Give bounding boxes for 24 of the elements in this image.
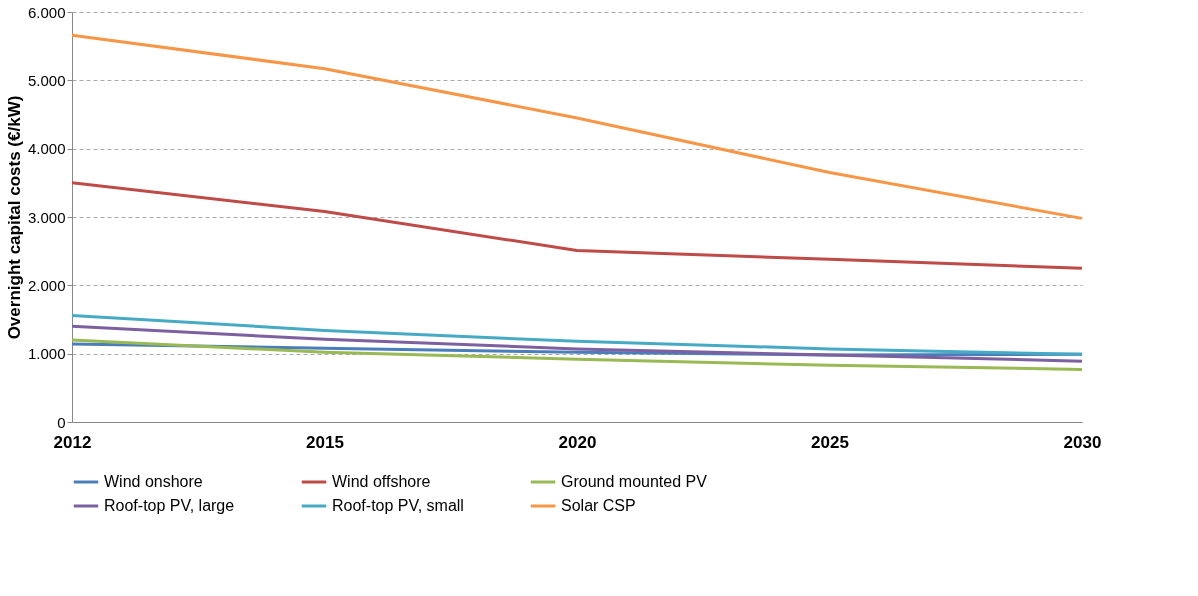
y-tick-label: 0 (57, 413, 66, 431)
y-tick-label: 4.000 (27, 140, 66, 158)
y-tick-label: 3.000 (27, 208, 66, 226)
y-tick-label: 6.000 (27, 3, 66, 21)
line-series (70, 313, 1084, 356)
line-series (70, 33, 1084, 220)
legend-label: Wind offshore (332, 473, 431, 490)
line-series (70, 324, 1084, 363)
y-axis-title: Overnight capital costs (€/kW) (4, 95, 24, 340)
x-tick-label: 2012 (53, 432, 92, 452)
line-series (70, 181, 1084, 270)
y-tick-label: 5.000 (27, 71, 66, 89)
x-tick-label: 2020 (558, 432, 597, 452)
y-tick-label: 2.000 (27, 276, 66, 294)
legend-label: Roof-top PV, large (104, 497, 235, 514)
y-tick-label: 1.000 (27, 345, 66, 363)
x-tick-label: 2025 (811, 432, 849, 452)
x-tick-label: 2030 (1063, 432, 1102, 452)
legend-label: Wind onshore (104, 473, 203, 490)
x-tick-label: 2015 (306, 432, 344, 452)
legend-label: Ground mounted PV (561, 473, 708, 490)
line-series (70, 338, 1084, 371)
legend-label: Solar CSP (561, 497, 636, 514)
legend-label: Roof-top PV, small (332, 497, 464, 514)
